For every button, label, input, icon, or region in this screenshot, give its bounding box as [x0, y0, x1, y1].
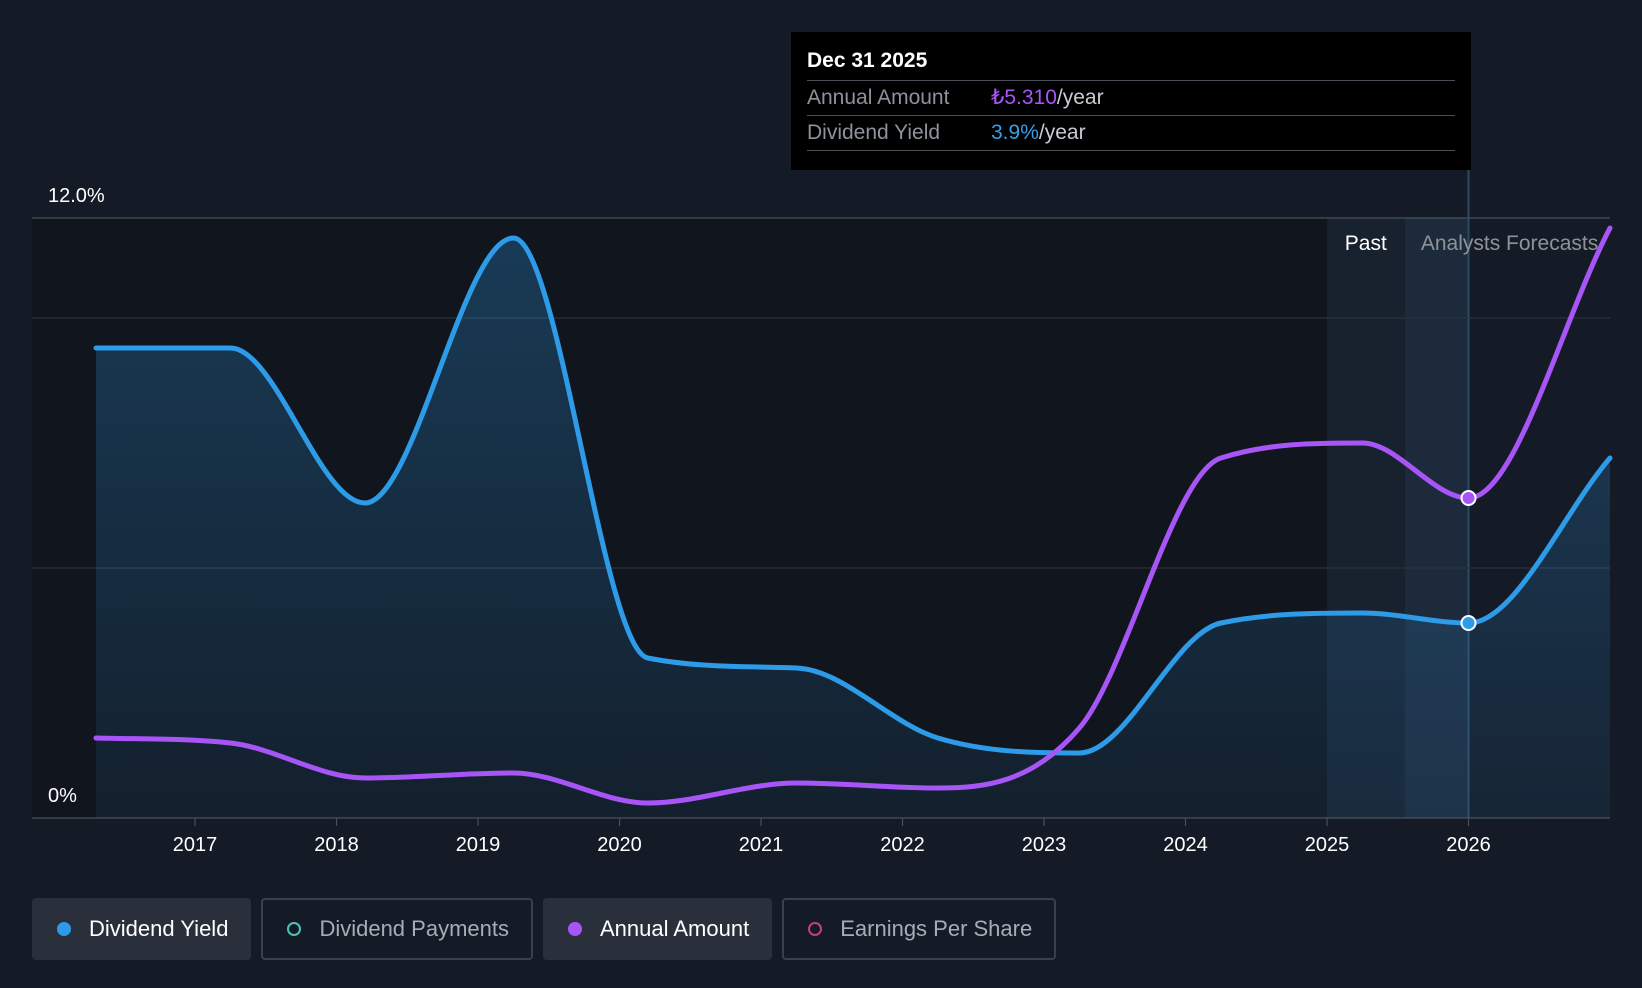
- legend-dividend-payments[interactable]: Dividend Payments: [261, 898, 533, 960]
- x-tick-label: 2023: [1022, 834, 1067, 856]
- past-label: Past: [1345, 232, 1387, 255]
- x-tick-label: 2017: [173, 834, 218, 856]
- x-tick-label: 2024: [1163, 834, 1208, 856]
- annual-amount-line: [93, 225, 1613, 806]
- legend-ring-icon: [808, 922, 823, 936]
- tooltip-unit: /year: [1056, 86, 1104, 109]
- legend-ring-icon: [287, 922, 302, 936]
- legend-dot-icon: [567, 922, 582, 936]
- x-tick-label: 2026: [1446, 834, 1491, 856]
- legend-earnings-per-share[interactable]: Earnings Per Share: [782, 898, 1057, 960]
- y-tick-label: 12.0%: [48, 185, 105, 207]
- tooltip-row-dividend-yield: Dividend Yield 3.9% /year: [807, 115, 1455, 151]
- x-tick-label: 2022: [880, 834, 925, 856]
- x-tick-label: 2021: [739, 834, 784, 856]
- x-tick-label: 2020: [597, 834, 642, 856]
- hover-tooltip: Dec 31 2025 Annual Amount ₺5.310 /year D…: [791, 32, 1471, 170]
- legend-label: Earnings Per Share: [840, 916, 1033, 941]
- legend-label: Dividend Payments: [319, 916, 509, 941]
- tooltip-label: Annual Amount: [807, 86, 950, 109]
- dividend-yield-area: [96, 238, 1610, 818]
- x-tick-label: 2025: [1305, 834, 1350, 856]
- y-tick-label: 0%: [48, 785, 77, 807]
- tooltip-label: Dividend Yield: [807, 121, 941, 144]
- hover-point-dividend-yield: [1460, 615, 1477, 631]
- legend-annual-amount[interactable]: Annual Amount: [542, 898, 773, 960]
- legend-label: Annual Amount: [599, 916, 750, 941]
- tooltip-row-annual-amount: Annual Amount ₺5.310 /year: [807, 80, 1455, 115]
- tooltip-value: ₺5.310: [991, 86, 1057, 109]
- dividend-yield-line: [93, 235, 1613, 756]
- tooltip-value: 3.9%: [991, 121, 1039, 144]
- chart-legend: Dividend Yield Dividend Payments Annual …: [32, 898, 1057, 960]
- legend-dividend-yield[interactable]: Dividend Yield: [32, 898, 252, 960]
- tooltip-unit: /year: [1038, 121, 1086, 144]
- forecast-label: Analysts Forecasts: [1421, 232, 1598, 255]
- tooltip-date: Dec 31 2025: [807, 49, 928, 72]
- x-tick-label: 2019: [456, 834, 501, 856]
- legend-dot-icon: [57, 922, 71, 936]
- hover-point-annual-amount: [1460, 490, 1477, 506]
- legend-label: Dividend Yield: [89, 916, 229, 941]
- x-tick-label: 2018: [314, 834, 359, 856]
